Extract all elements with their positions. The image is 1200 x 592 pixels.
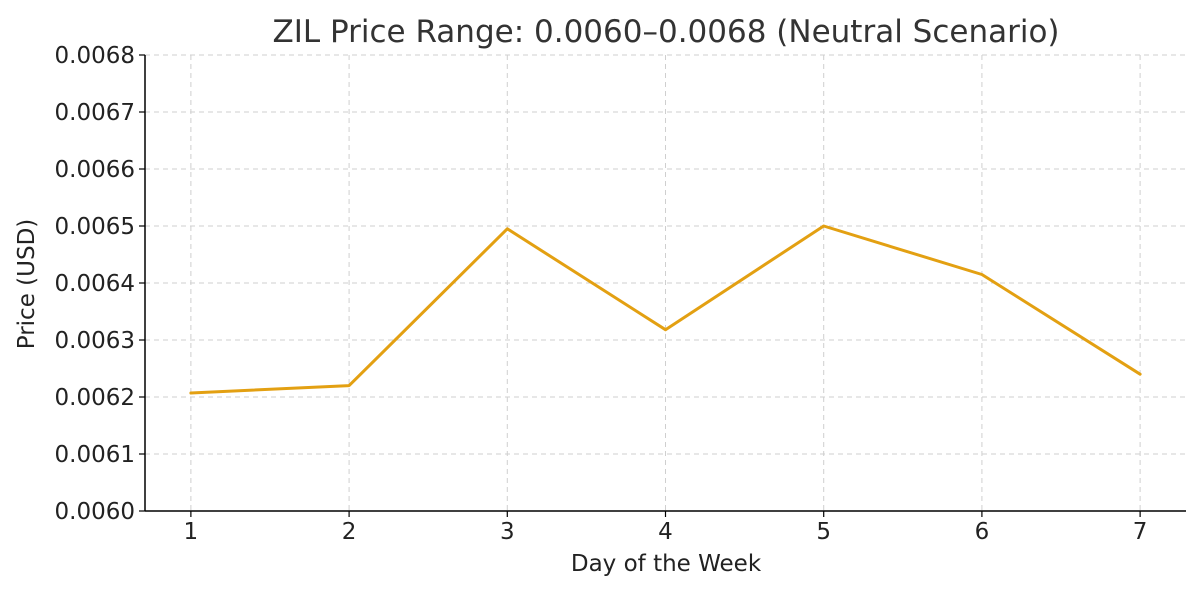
series: [189, 224, 1142, 395]
y-tick-label: 0.0061: [55, 442, 135, 468]
grid: [145, 54, 1186, 512]
y-tick-label: 0.0068: [55, 43, 135, 69]
x-tick-label: 7: [1133, 519, 1148, 545]
x-axis-label: Day of the Week: [571, 551, 762, 577]
series-line: [189, 224, 1142, 395]
y-tick-label: 0.0066: [55, 157, 135, 183]
y-ticks: 0.0060 0.0061 0.0062 0.0063 0.0064 0.0065 0.00…: [55, 43, 145, 525]
y-tick-label: 0.0064: [55, 271, 135, 297]
x-tick-label: 5: [816, 519, 831, 545]
x-ticks: 1 2 3 4 5 6 7: [184, 511, 1148, 545]
chart-title: ZIL Price Range: 0.0060–0.0068 (Neutral …: [272, 14, 1059, 50]
x-tick-label: 6: [975, 519, 990, 545]
y-tick-label: 0.0060: [55, 499, 135, 525]
y-tick-label: 0.0065: [55, 214, 135, 240]
x-tick-label: 3: [500, 519, 515, 545]
y-tick-label: 0.0063: [55, 328, 135, 354]
y-tick-label: 0.0067: [55, 100, 135, 126]
x-tick-label: 2: [342, 519, 357, 545]
x-tick-label: 1: [184, 519, 199, 545]
x-tick-label: 4: [658, 519, 673, 545]
y-axis-label: Price (USD): [14, 219, 40, 350]
y-tick-label: 0.0062: [55, 385, 135, 411]
